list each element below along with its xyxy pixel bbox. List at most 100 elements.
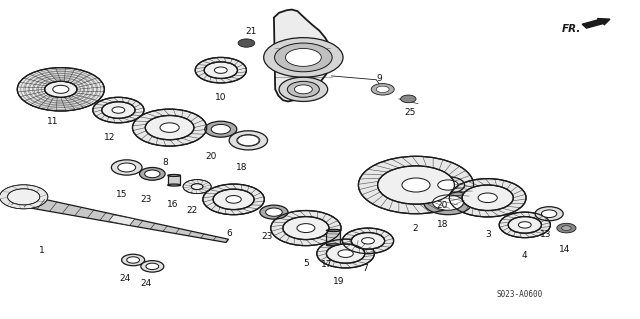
Ellipse shape: [168, 174, 180, 176]
Circle shape: [433, 195, 463, 210]
Circle shape: [211, 124, 230, 134]
Text: 4: 4: [522, 251, 527, 260]
Circle shape: [226, 196, 241, 203]
Circle shape: [431, 177, 465, 193]
Circle shape: [362, 238, 374, 244]
Text: 15: 15: [116, 190, 127, 199]
Circle shape: [183, 180, 211, 194]
Circle shape: [562, 226, 571, 230]
Circle shape: [271, 211, 341, 246]
Text: 1: 1: [39, 246, 44, 255]
Polygon shape: [12, 194, 228, 242]
Circle shape: [195, 57, 246, 83]
Text: 23: 23: [140, 195, 152, 204]
Circle shape: [52, 85, 69, 93]
Text: 24: 24: [140, 279, 152, 288]
Polygon shape: [109, 215, 134, 226]
Text: 3: 3: [485, 230, 490, 239]
Circle shape: [141, 261, 164, 272]
Circle shape: [351, 233, 385, 249]
Circle shape: [191, 184, 203, 189]
Circle shape: [535, 207, 563, 221]
Text: S023-A0600: S023-A0600: [497, 290, 543, 299]
Bar: [168, 175, 180, 185]
Text: 2: 2: [412, 224, 417, 233]
Text: 13: 13: [540, 230, 551, 239]
Circle shape: [462, 185, 513, 211]
FancyArrow shape: [582, 19, 610, 28]
Text: FR.: FR.: [562, 24, 581, 34]
Text: 16: 16: [167, 200, 179, 209]
Circle shape: [0, 185, 48, 209]
Text: 20: 20: [436, 201, 447, 210]
Circle shape: [266, 208, 282, 216]
Circle shape: [145, 170, 160, 178]
Text: 11: 11: [47, 117, 58, 126]
Circle shape: [205, 121, 237, 137]
Text: 21: 21: [245, 27, 257, 36]
Circle shape: [279, 77, 328, 101]
Circle shape: [402, 178, 430, 192]
Circle shape: [508, 217, 541, 233]
Circle shape: [287, 81, 319, 97]
Circle shape: [438, 180, 458, 190]
Text: 22: 22: [186, 206, 198, 215]
Circle shape: [132, 109, 207, 146]
Text: 8: 8: [163, 158, 168, 167]
Circle shape: [275, 43, 332, 72]
Circle shape: [17, 68, 104, 111]
Circle shape: [449, 179, 526, 217]
Circle shape: [102, 102, 135, 118]
Circle shape: [112, 107, 125, 113]
Ellipse shape: [326, 229, 340, 232]
Circle shape: [326, 244, 365, 263]
Circle shape: [401, 95, 416, 103]
Text: 9: 9: [376, 74, 381, 83]
Ellipse shape: [326, 244, 340, 246]
Circle shape: [424, 190, 472, 215]
Circle shape: [260, 205, 288, 219]
Circle shape: [93, 97, 144, 123]
Circle shape: [118, 163, 136, 172]
Circle shape: [371, 84, 394, 95]
Text: 7: 7: [362, 264, 367, 273]
Text: 18: 18: [236, 163, 248, 172]
Text: 5: 5: [303, 259, 308, 268]
Circle shape: [518, 222, 531, 228]
Circle shape: [264, 38, 343, 77]
Circle shape: [146, 263, 159, 270]
Circle shape: [557, 223, 576, 233]
Circle shape: [541, 210, 557, 218]
Text: 18: 18: [437, 220, 449, 229]
Circle shape: [297, 224, 315, 233]
Circle shape: [237, 135, 260, 146]
Circle shape: [342, 228, 394, 254]
Circle shape: [229, 131, 268, 150]
Circle shape: [122, 254, 145, 266]
Circle shape: [358, 156, 474, 214]
Circle shape: [283, 217, 329, 240]
Circle shape: [378, 166, 454, 204]
Ellipse shape: [168, 184, 180, 186]
Circle shape: [317, 239, 374, 268]
Circle shape: [294, 85, 312, 94]
Text: 23: 23: [262, 232, 273, 241]
Circle shape: [203, 184, 264, 215]
Circle shape: [238, 39, 255, 47]
Circle shape: [111, 160, 142, 175]
Text: 14: 14: [559, 245, 570, 254]
Circle shape: [478, 193, 497, 203]
Text: 25: 25: [404, 108, 415, 117]
Circle shape: [213, 189, 254, 210]
Text: 24: 24: [120, 274, 131, 283]
Text: 10: 10: [215, 93, 227, 102]
Text: 17: 17: [321, 260, 332, 269]
Text: 19: 19: [333, 277, 345, 286]
Bar: [326, 230, 340, 245]
Text: 12: 12: [104, 133, 116, 142]
Circle shape: [160, 123, 179, 132]
Polygon shape: [274, 10, 332, 101]
Circle shape: [338, 250, 353, 257]
Circle shape: [499, 212, 550, 238]
Text: 6: 6: [227, 229, 232, 238]
